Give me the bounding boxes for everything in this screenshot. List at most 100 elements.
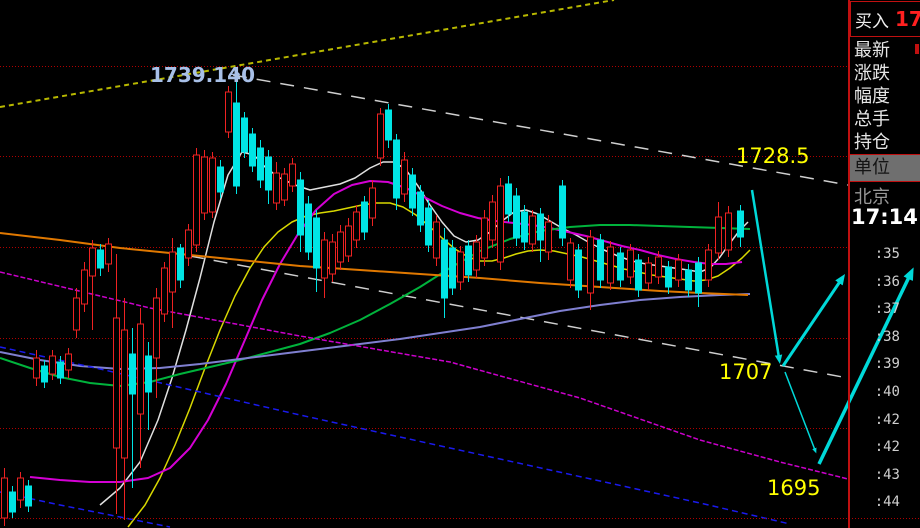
candle-up <box>655 251 662 284</box>
candle-up <box>345 218 352 262</box>
arrow-drop-to-1695 <box>784 371 817 454</box>
time-tick: :42 <box>874 439 900 456</box>
sidebar-item-change[interactable]: 涨跌 <box>854 63 890 84</box>
candle-down <box>465 240 472 282</box>
sidebar-item-range[interactable]: 幅度 <box>854 86 890 107</box>
arrow-bounce-up <box>781 274 846 367</box>
candle-up <box>377 108 384 166</box>
support-1695-label: 1695 <box>767 476 820 500</box>
candle-down <box>513 188 520 246</box>
sidebar-item-unit-selected[interactable]: 单位 <box>850 154 920 182</box>
candle-up <box>73 288 80 338</box>
sidebar-item-latest[interactable]: 最新 <box>854 40 890 61</box>
rising-yellow-dashed <box>0 0 615 108</box>
clipped-digit-fragment <box>915 44 919 54</box>
candle-up <box>17 472 24 508</box>
candle-down <box>97 244 104 276</box>
candle-up <box>337 225 344 270</box>
candle-down <box>393 134 400 210</box>
time-tick: :39 <box>874 356 900 373</box>
city-label: 北京 <box>854 187 890 208</box>
candle-up <box>481 210 488 266</box>
candle-up <box>627 244 634 284</box>
candle-down <box>313 210 320 292</box>
candle-up <box>121 298 128 520</box>
candle-up <box>607 241 614 290</box>
time-tick: :43 <box>874 466 900 483</box>
buy-label: 买入 <box>855 11 889 32</box>
candle-up <box>137 308 144 468</box>
candle-up <box>353 205 360 248</box>
candle-down <box>25 480 32 512</box>
candle-up <box>321 232 328 298</box>
candle-down <box>217 160 224 198</box>
candle-down <box>177 244 184 288</box>
candle-up <box>497 178 504 270</box>
peak-high-label: 1739.140 <box>150 63 255 87</box>
candle-up <box>33 350 40 386</box>
candle-down <box>41 360 48 388</box>
candle-down <box>537 208 544 262</box>
candle-up <box>65 348 72 378</box>
resistance-label: 1728.5 <box>736 144 809 168</box>
candle-up <box>567 238 574 288</box>
candle-up <box>401 152 408 202</box>
candle-up <box>89 240 96 330</box>
candle-up <box>289 158 296 192</box>
candle-down <box>665 261 672 294</box>
candle-up <box>161 262 168 322</box>
time-tick: :42 <box>874 411 900 428</box>
candle-down <box>9 486 16 518</box>
candle-down <box>249 128 256 172</box>
arrow-rally-up <box>817 267 914 465</box>
clock-label: 17:14 <box>851 205 918 229</box>
candle-down <box>449 240 456 295</box>
buy-price: 17 <box>895 7 920 31</box>
candle-up <box>225 86 232 138</box>
candle-up <box>545 215 552 260</box>
time-tick: :40 <box>874 384 900 400</box>
candle-down <box>297 172 304 252</box>
candle-up <box>201 150 208 220</box>
chart-layers <box>0 0 848 528</box>
candle-down <box>385 104 392 148</box>
candle-down <box>441 228 448 318</box>
candle-up <box>81 262 88 312</box>
arrow-drop-to-1707 <box>750 189 783 364</box>
candle-up <box>169 238 176 328</box>
peak-pointer-arrow: → <box>228 65 241 83</box>
candle-down <box>575 244 582 298</box>
candle-down <box>521 205 528 250</box>
candle-up <box>457 246 464 290</box>
candle-up <box>705 244 712 287</box>
candle-down <box>361 196 368 240</box>
buy-quote-row[interactable]: 买入 17 <box>850 1 920 37</box>
candle-down <box>305 196 312 260</box>
candle-up <box>433 215 440 266</box>
candle-up <box>49 350 56 380</box>
candle-down <box>409 168 416 216</box>
candle-up <box>675 254 682 287</box>
candle-down <box>129 328 136 488</box>
trend-magenta-long <box>0 271 848 480</box>
candle-down <box>617 247 624 287</box>
candle-down <box>685 264 692 297</box>
time-tick: :44 <box>874 494 900 511</box>
candle-up <box>473 235 480 278</box>
candle-down <box>145 342 152 430</box>
candle-up <box>529 210 536 252</box>
candle-up <box>273 162 280 210</box>
candle-up <box>281 168 288 206</box>
candle-up <box>715 202 722 260</box>
support-1707-label: 1707 <box>719 360 772 384</box>
candle-down <box>425 200 432 252</box>
sidebar-item-position[interactable]: 持仓 <box>854 132 890 153</box>
candle-up <box>369 180 376 226</box>
ma-periwinkle <box>0 293 751 370</box>
time-tick: :37 <box>874 301 900 318</box>
ma-blue-dashed <box>0 346 791 525</box>
sidebar-item-volume[interactable]: 总手 <box>854 109 890 130</box>
candle-up <box>489 195 496 248</box>
